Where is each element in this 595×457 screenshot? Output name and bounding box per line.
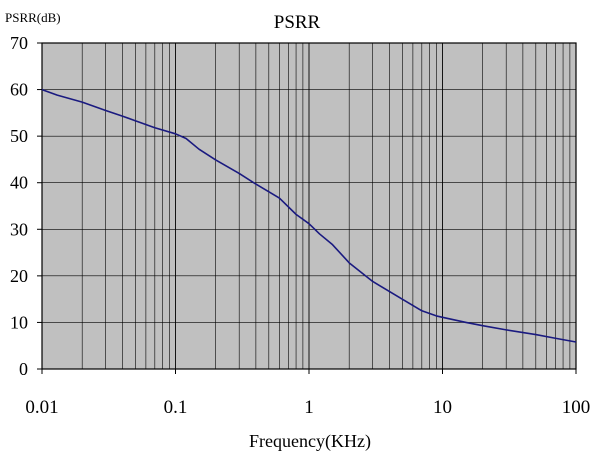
- psrr-series-line: [41, 88, 577, 343]
- y-tick-label: 30: [10, 219, 28, 239]
- y-tick-label: 20: [10, 266, 28, 286]
- x-tick-label: 10: [433, 397, 452, 418]
- x-axis-label: Frequency(KHz): [249, 431, 371, 452]
- x-tick-label: 0.01: [25, 397, 58, 418]
- y-tick-label: 50: [10, 126, 28, 146]
- chart-title: PSRR: [274, 12, 321, 33]
- y-tick-label: 0: [19, 359, 28, 379]
- x-tick-label: 0.1: [164, 397, 188, 418]
- x-tick-label: 100: [562, 397, 591, 418]
- y-tick-label: 60: [10, 80, 28, 100]
- y-tick-label: 70: [10, 33, 28, 53]
- y-tick-label: 10: [10, 312, 28, 332]
- y-tick-label: 40: [10, 173, 28, 193]
- x-tick-label: 1: [304, 397, 314, 418]
- y-axis-label: PSRR(dB): [5, 10, 61, 25]
- plot-area: 0 10 20 30 40 50 60 70 0.01 0.1 1 10 100: [10, 33, 590, 418]
